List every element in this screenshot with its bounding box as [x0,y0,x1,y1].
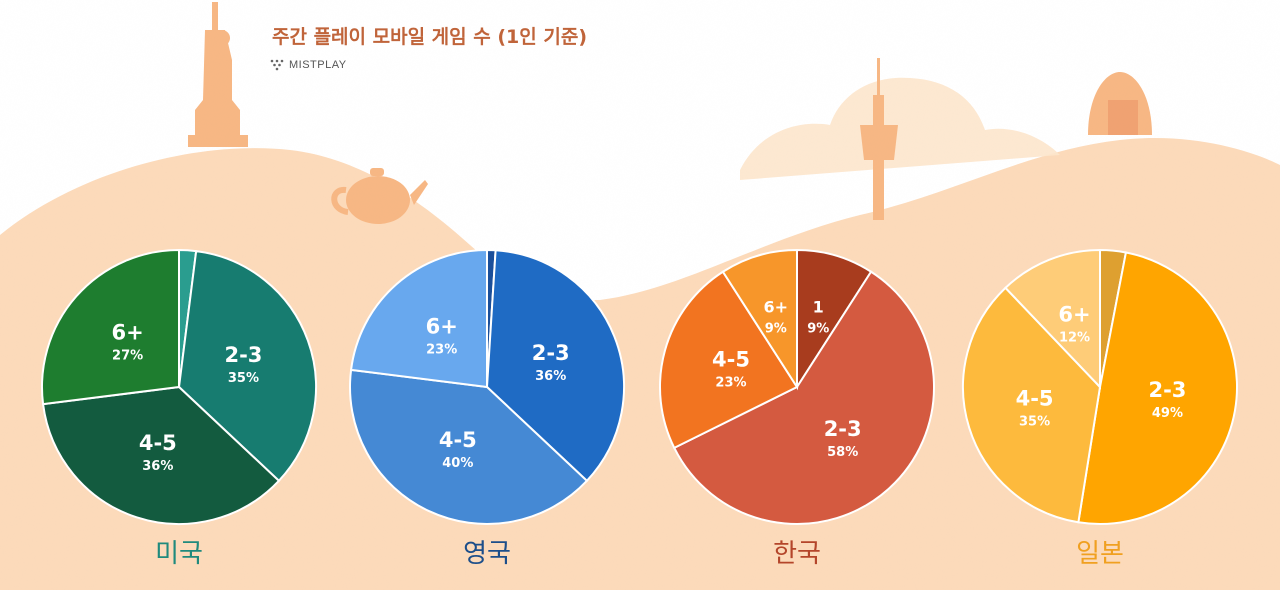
slice-label: 6+ [763,298,788,317]
pie-slice-2-3 [1077,251,1238,525]
country-label: 일본 [1076,539,1124,569]
slice-percent-label: 27% [112,349,143,364]
slice-percent-label: 58% [827,445,858,460]
country-label: 한국 [773,539,821,569]
pie-slice-4-5 [349,368,589,525]
slice-percent-label: 23% [715,376,746,391]
slice-percent-label: 12% [1059,330,1090,345]
slice-percent-label: 36% [535,369,566,384]
slice-label: 1 [813,298,824,317]
slice-label: 6+ [1058,302,1090,326]
pie-slice-2-3 [177,249,317,483]
slice-percent-label: 40% [442,456,473,471]
pie-slice-2-3 [672,270,935,525]
slice-label: 4-5 [1016,386,1054,410]
pie-slice-4-5 [962,286,1102,524]
slice-percent-label: 9% [807,322,829,337]
pie-3: 2-3 49% 4-5 35% 6+ 12% [962,248,1238,525]
pie-slice-6+ [41,248,180,406]
country-label: 영국 [463,539,511,569]
slice-label: 6+ [426,315,458,339]
brand-logo: MISTPLAY [270,59,347,71]
slice-label: 2-3 [1148,378,1186,402]
slice-percent-label: 9% [765,322,787,337]
pie-2: 1 9% 2-3 58% 4-5 23% 6+ 9% [659,248,935,525]
pie-slice-1 [796,248,873,391]
brand-name: MISTPLAY [289,59,347,71]
slice-label: 4-5 [712,348,750,372]
slice-percent-label: 36% [142,459,173,474]
chart-title: 주간 플레이 모바일 게임 수 (1인 기준) [272,26,587,48]
pie-slice-2-3 [485,249,625,483]
slice-label: 2-3 [532,341,570,365]
pie-0: 2-3 35% 4-5 36% 6+ 27% [41,248,317,525]
pie-slice-6+ [349,248,488,389]
slice-percent-label: 49% [1152,406,1183,421]
pie-slice-4-5 [659,270,799,450]
pie-slice-6+ [721,248,798,391]
mistplay-logo-icon [270,59,284,71]
pie-1: 2-3 36% 4-5 40% 6+ 23% [349,248,625,525]
slice-label: 4-5 [439,428,477,452]
country-label: 미국 [155,539,203,569]
slice-label: 2-3 [824,417,862,441]
slice-percent-label: 35% [228,371,259,386]
slice-percent-label: 35% [1019,414,1050,429]
slice-percent-label: 23% [426,343,457,358]
pie-slice-4-5 [41,385,281,525]
pie-slice-6+ [1004,248,1101,390]
slice-label: 2-3 [224,343,262,367]
slice-label: 6+ [112,321,144,345]
slice-label: 4-5 [139,431,177,455]
